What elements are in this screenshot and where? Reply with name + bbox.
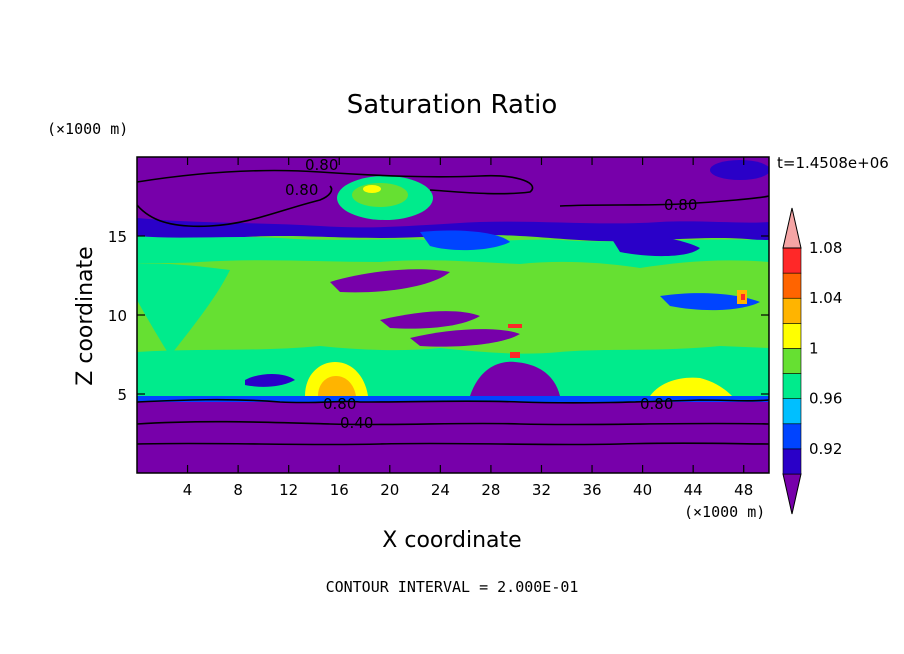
y-unit-label: (×1000 m) — [47, 120, 128, 138]
lower-right-yellow — [650, 377, 732, 396]
colorbar-low-extend — [782, 473, 802, 515]
x-tick-label: 44 — [684, 481, 703, 499]
x-tick-label: 8 — [233, 481, 243, 499]
red-spot-3 — [741, 294, 745, 300]
chart-title: Saturation Ratio — [347, 90, 558, 120]
cloud-top-yellow — [363, 185, 381, 193]
upper-aqua-band — [137, 236, 769, 268]
colorbar-segment — [782, 272, 802, 299]
dry-lobe-30 — [470, 361, 560, 396]
upper-right-blue — [710, 160, 769, 180]
red-spot-2 — [510, 352, 520, 358]
colorbar-segment — [782, 398, 802, 425]
colorbar-label: 0.92 — [809, 440, 842, 458]
colorbar-segment — [782, 423, 802, 450]
aqua-mid-left — [137, 263, 230, 356]
x-tick-label: 48 — [734, 481, 753, 499]
contour-label: 0.80 — [640, 395, 673, 413]
colorbar-label: 1.08 — [809, 239, 842, 257]
dry-tongue-3 — [410, 329, 520, 347]
colorbar-segment — [782, 297, 802, 324]
cloud-top-green — [352, 183, 408, 207]
blue-mid-1 — [660, 293, 760, 311]
aqua-low-left — [137, 346, 769, 396]
y-tick-label: 15 — [108, 228, 127, 246]
colorbar-label: 1 — [809, 339, 819, 357]
colorbar-label: 1.04 — [809, 289, 842, 307]
contour-label: 0.80 — [285, 181, 318, 199]
contour-label: 0.80 — [323, 395, 356, 413]
contour-label: 0.80 — [664, 196, 697, 214]
contour-labels: 0.80 0.80 0.80 0.80 0.80 0.40 — [285, 156, 697, 432]
colorbar-segment — [782, 348, 802, 374]
x-tick-label: 12 — [279, 481, 298, 499]
blue-patch-right — [610, 234, 700, 257]
y-axis-title: Z coordinate — [73, 246, 98, 385]
x-tick-label: 32 — [532, 481, 551, 499]
time-label: t=1.4508e+06 — [777, 154, 889, 172]
x-tick-label: 24 — [431, 481, 450, 499]
colorbar-segment — [782, 448, 802, 475]
x-unit-label: (×1000 m) — [684, 503, 765, 521]
dry-tongue-2 — [380, 311, 480, 329]
contour-0.80-low — [137, 398, 769, 404]
contour-0.40 — [137, 420, 769, 426]
x-axis-ticks: 4 8 12 16 20 24 28 32 36 40 44 48 — [183, 157, 753, 499]
colorbar-high-extend — [782, 207, 802, 249]
contour-lowest — [137, 442, 769, 446]
y-tick-label: 5 — [117, 386, 127, 404]
contour-fill-field — [137, 157, 769, 473]
surface-dry-layer — [137, 396, 769, 473]
contour-0.80-right — [559, 195, 769, 207]
contour-interval-footer: CONTOUR INTERVAL = 2.000E-01 — [326, 578, 579, 596]
contour-0.80-upper — [137, 185, 333, 228]
blue-lobe-22 — [245, 374, 295, 387]
red-spot-1 — [508, 324, 522, 328]
surface-blue-strip — [137, 396, 769, 402]
contour-0.80-top — [137, 169, 534, 195]
x-tick-label: 40 — [633, 481, 652, 499]
colorbar-label: 0.96 — [809, 390, 842, 408]
lower-warm-core-orange — [318, 376, 356, 396]
x-tick-label: 36 — [582, 481, 601, 499]
y-tick-label: 10 — [108, 307, 127, 325]
blue-patch-mid — [420, 230, 510, 251]
contour-lines — [137, 169, 769, 446]
x-tick-label: 20 — [380, 481, 399, 499]
contour-label: 0.40 — [340, 414, 373, 432]
colorbar-segment — [782, 323, 802, 349]
colorbar-segment — [782, 373, 802, 399]
x-tick-label: 4 — [183, 481, 193, 499]
upper-dry-region — [137, 157, 769, 240]
x-axis-title: X coordinate — [382, 528, 521, 553]
x-tick-label: 28 — [481, 481, 500, 499]
contour-label: 0.80 — [305, 156, 338, 174]
dry-tongue-1 — [330, 269, 450, 293]
colorbar: 0.92 0.96 1 1.04 1.08 — [782, 207, 842, 515]
y-axis-ticks: 5 10 15 — [108, 228, 769, 404]
x-tick-label: 16 — [330, 481, 349, 499]
colorbar-segment — [782, 247, 802, 274]
